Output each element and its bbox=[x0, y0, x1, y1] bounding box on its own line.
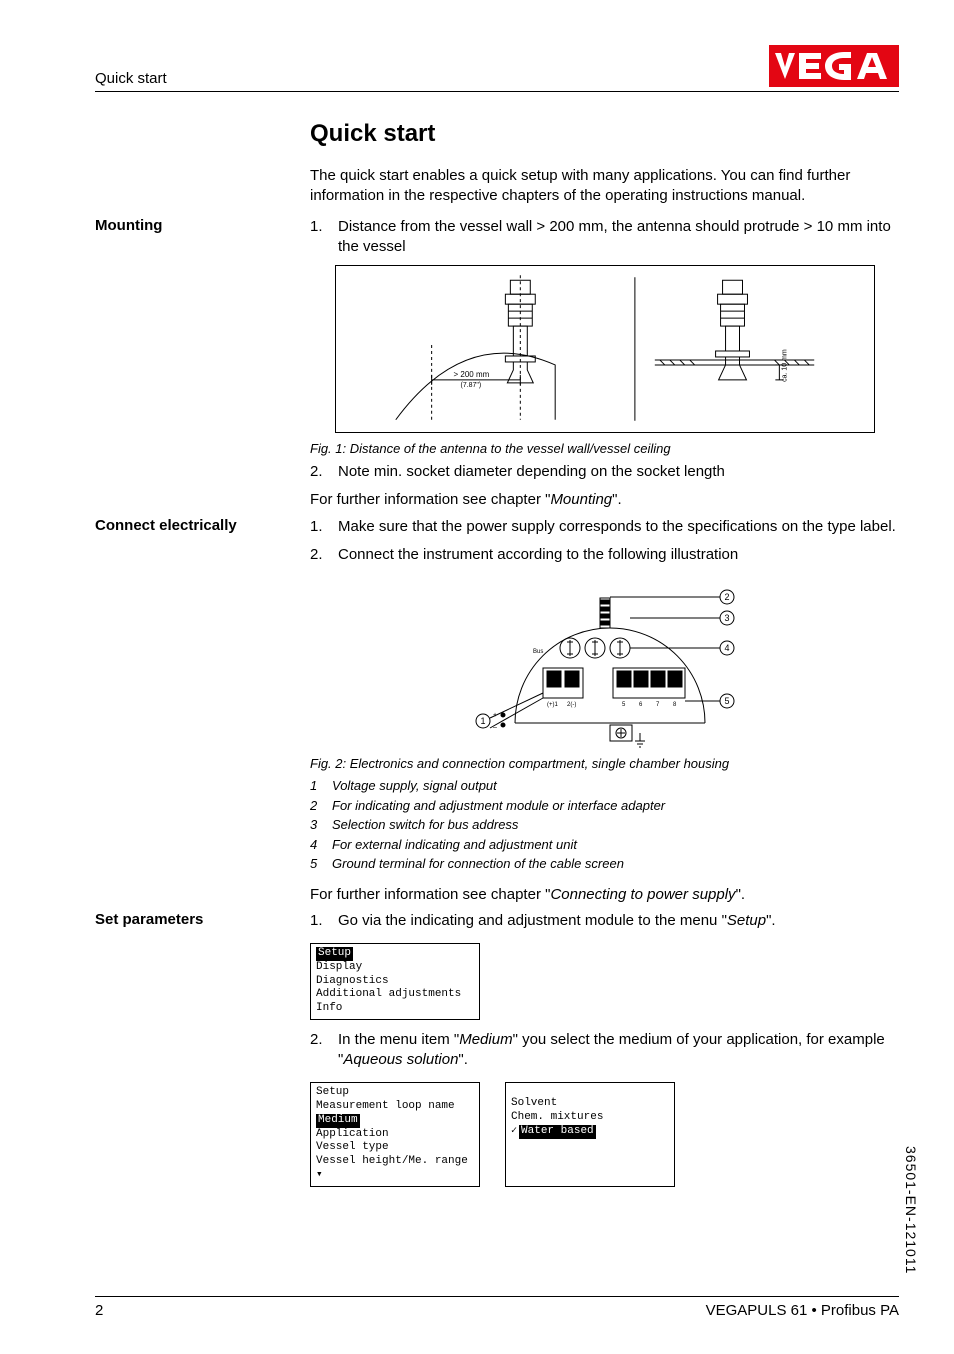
menu-title: Setup bbox=[316, 1086, 349, 1098]
figure-2-caption: Fig. 2: Electronics and connection compa… bbox=[310, 756, 899, 771]
mounting-further: For further information see chapter "Mou… bbox=[310, 490, 899, 510]
svg-text:2: 2 bbox=[724, 592, 729, 602]
list-number: 2. bbox=[310, 1030, 338, 1071]
intro-text: The quick start enables a quick setup wi… bbox=[310, 166, 899, 207]
svg-text:8: 8 bbox=[673, 702, 677, 708]
document-id: 36501-EN-121011 bbox=[903, 1146, 919, 1274]
menu-line: Application bbox=[316, 1128, 389, 1140]
menu-line: Chem. mixtures bbox=[511, 1111, 603, 1123]
menu-line: Measurement loop name bbox=[316, 1100, 455, 1112]
legend-item: 4For external indicating and adjustment … bbox=[310, 836, 899, 854]
params-label: Set parameters bbox=[95, 911, 300, 928]
menu-highlight: Water based bbox=[519, 1125, 596, 1139]
legend-item: 1Voltage supply, signal output bbox=[310, 777, 899, 795]
mounting-label: Mounting bbox=[95, 217, 300, 234]
svg-text:6: 6 bbox=[639, 702, 643, 708]
svg-text:5: 5 bbox=[724, 696, 729, 706]
params-step-1: 1. Go via the indicating and adjustment … bbox=[310, 911, 899, 931]
list-text: Note min. socket diameter depending on t… bbox=[338, 462, 725, 482]
svg-text:+: + bbox=[493, 712, 497, 719]
connect-step-1: 1. Make sure that the power supply corre… bbox=[310, 517, 899, 537]
list-text: Distance from the vessel wall > 200 mm, … bbox=[338, 217, 899, 258]
check-icon: ✓ bbox=[511, 1126, 517, 1137]
footer-product: VEGAPULS 61 • Profibus PA bbox=[706, 1302, 899, 1319]
svg-text:7: 7 bbox=[656, 702, 660, 708]
vega-logo bbox=[769, 45, 899, 87]
fig1-dist-label: > 200 mm bbox=[453, 370, 489, 379]
page-number: 2 bbox=[95, 1302, 103, 1319]
svg-text:4: 4 bbox=[724, 643, 729, 653]
legend-item: 3Selection switch for bus address bbox=[310, 816, 899, 834]
legend-item: 5Ground terminal for connection of the c… bbox=[310, 855, 899, 873]
menu-highlight: Medium bbox=[316, 1114, 360, 1128]
mounting-step-2: 2. Note min. socket diameter depending o… bbox=[310, 462, 899, 482]
connect-label: Connect electrically bbox=[95, 517, 300, 534]
menu-arrow-down-icon: ▾ bbox=[316, 1169, 323, 1181]
list-number: 1. bbox=[310, 517, 338, 537]
menu-line: Vessel type bbox=[316, 1141, 389, 1153]
connect-step-2: 2. Connect the instrument according to t… bbox=[310, 545, 899, 565]
menu-screenshot-1: Setup Display Diagnostics Additional adj… bbox=[310, 943, 480, 1020]
list-number: 1. bbox=[310, 911, 338, 931]
legend-item: 2For indicating and adjustment module or… bbox=[310, 797, 899, 815]
list-text: Connect the instrument according to the … bbox=[338, 545, 738, 565]
header-section-name: Quick start bbox=[95, 70, 167, 87]
svg-text:3: 3 bbox=[724, 613, 729, 623]
menu-screenshot-2b: Solvent Chem. mixtures ✓Water based bbox=[505, 1082, 675, 1186]
connect-further: For further information see chapter "Con… bbox=[310, 885, 899, 905]
menu-line: Vessel height/Me. range bbox=[316, 1155, 468, 1167]
svg-text:2(-): 2(-) bbox=[567, 702, 576, 708]
menu-line: Display bbox=[316, 961, 362, 973]
svg-text:1: 1 bbox=[480, 716, 485, 726]
menu-line: Info bbox=[316, 1002, 342, 1014]
list-number: 2. bbox=[310, 462, 338, 482]
list-number: 1. bbox=[310, 217, 338, 258]
svg-text:(+)1: (+)1 bbox=[547, 702, 559, 708]
params-step-2: 2. In the menu item "Medium" you select … bbox=[310, 1030, 899, 1071]
menu-highlight: Setup bbox=[316, 947, 353, 961]
mounting-step-1: 1. Distance from the vessel wall > 200 m… bbox=[310, 217, 899, 258]
figure-1-caption: Fig. 1: Distance of the antenna to the v… bbox=[310, 441, 899, 456]
menu-line: Additional adjustments bbox=[316, 988, 461, 1000]
page-header: Quick start bbox=[95, 45, 899, 92]
fig1-dist-sub: (7.87") bbox=[460, 382, 481, 389]
page-title: Quick start bbox=[310, 120, 899, 148]
figure-1: > 200 mm (7.87") bbox=[335, 265, 875, 433]
list-number: 2. bbox=[310, 545, 338, 565]
svg-text:Bus: Bus bbox=[533, 649, 543, 655]
svg-text:–: – bbox=[493, 724, 497, 731]
menu-line: Solvent bbox=[511, 1097, 557, 1109]
list-text: Go via the indicating and adjustment mod… bbox=[338, 911, 776, 931]
svg-text:5: 5 bbox=[622, 702, 626, 708]
list-text: Make sure that the power supply correspo… bbox=[338, 517, 896, 537]
fig1-right-label: ca. 10 mm bbox=[781, 349, 788, 382]
menu-line: Diagnostics bbox=[316, 975, 389, 987]
menu-screenshot-2a: Setup Measurement loop name Medium Appli… bbox=[310, 1082, 480, 1186]
list-text: In the menu item "Medium" you select the… bbox=[338, 1030, 899, 1071]
figure-2: 1 2 3 4 5 Bus (+)1 2(-) bbox=[395, 573, 815, 748]
page-footer: 2 VEGAPULS 61 • Profibus PA bbox=[95, 1296, 899, 1319]
